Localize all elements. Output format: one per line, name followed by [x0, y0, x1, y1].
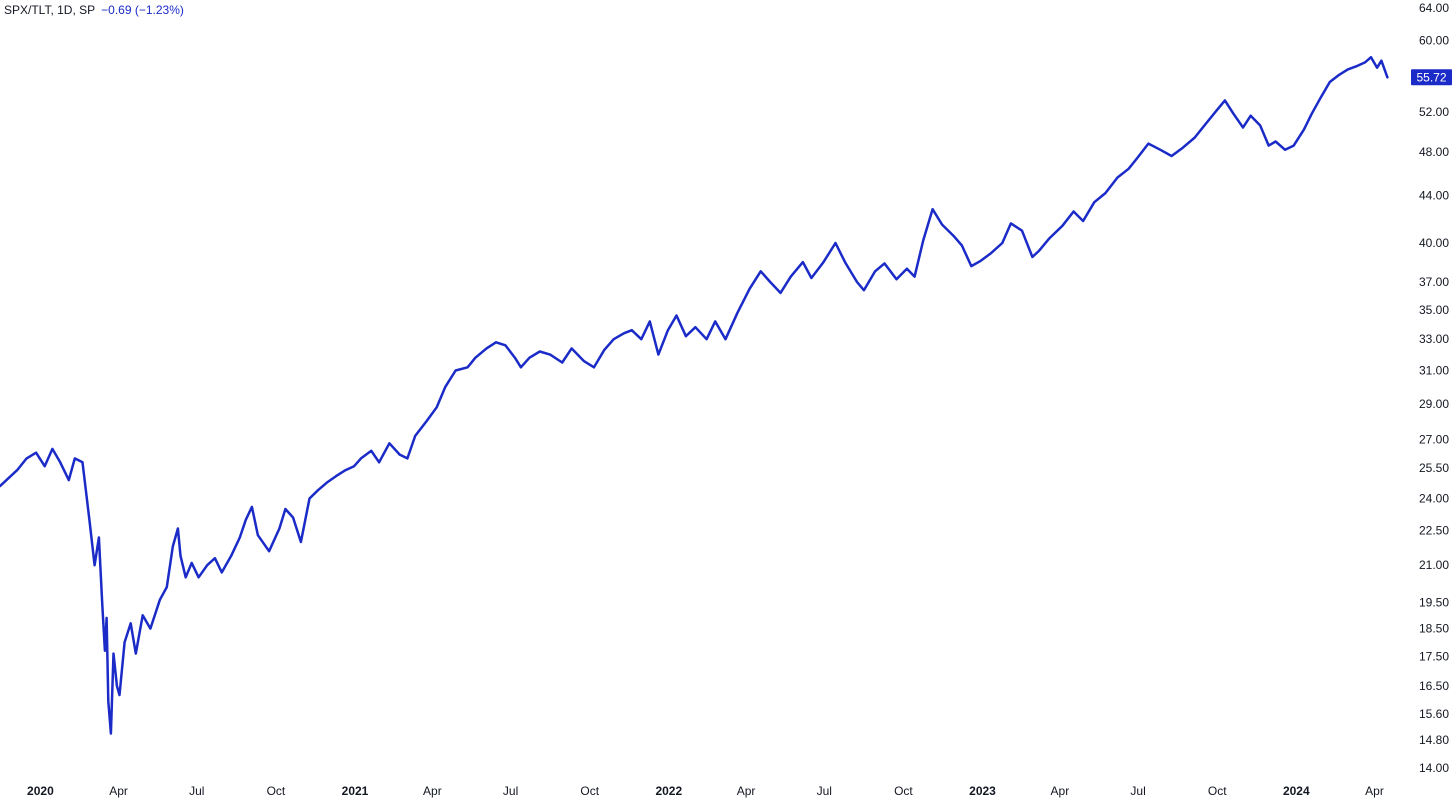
y-tick-label: 15.60 — [1419, 707, 1449, 721]
x-tick-label: Oct — [580, 784, 599, 798]
change-label: −0.69 (−1.23%) — [101, 3, 184, 17]
symbol-label: SPX/TLT, 1D, SP — [4, 3, 96, 17]
y-tick-label: 60.00 — [1419, 33, 1449, 47]
y-tick-label: 21.00 — [1419, 558, 1449, 572]
y-tick-label: 18.50 — [1419, 622, 1449, 636]
y-tick-label: 22.50 — [1419, 524, 1449, 538]
x-tick-label: 2021 — [342, 784, 369, 798]
x-tick-label: Jul — [189, 784, 204, 798]
y-tick-label: 16.50 — [1419, 679, 1449, 693]
x-tick-label: Jul — [817, 784, 832, 798]
price-axis: 64.0060.0056.0052.0048.0044.0040.0037.00… — [1411, 1, 1452, 775]
y-tick-label: 25.50 — [1419, 461, 1449, 475]
y-tick-label: 48.00 — [1419, 145, 1449, 159]
y-tick-label: 17.50 — [1419, 649, 1449, 663]
series-line-0 — [0, 55, 1389, 735]
x-tick-label: 2022 — [655, 784, 682, 798]
y-tick-label: 52.00 — [1419, 105, 1449, 119]
y-tick-label: 40.00 — [1419, 236, 1449, 250]
y-tick-label: 29.00 — [1419, 397, 1449, 411]
y-tick-label: 44.00 — [1419, 188, 1449, 202]
chart-header: SPX/TLT, 1D, SP −0.69 (−1.23%) — [4, 3, 184, 17]
x-tick-label: Apr — [1051, 784, 1070, 798]
plot-area — [0, 55, 1389, 735]
y-tick-label: 27.00 — [1419, 433, 1449, 447]
y-tick-label: 64.00 — [1419, 1, 1449, 15]
y-tick-label: 33.00 — [1419, 332, 1449, 346]
x-tick-label: 2020 — [27, 784, 54, 798]
time-axis: 2020 Apr Jul Oct 2021 Apr Jul Oct 2022 Apr Jul Oct 2… — [27, 784, 1384, 798]
x-tick-label: Apr — [109, 784, 128, 798]
x-tick-label: 2024 — [1283, 784, 1310, 798]
x-tick-label: Jul — [503, 784, 518, 798]
y-tick-label: 24.00 — [1419, 492, 1449, 506]
y-tick-label: 31.00 — [1419, 364, 1449, 378]
x-tick-label: Apr — [737, 784, 756, 798]
x-tick-label: 2023 — [969, 784, 996, 798]
x-tick-label: Oct — [1208, 784, 1227, 798]
x-tick-label: Oct — [894, 784, 913, 798]
y-tick-label: 37.00 — [1419, 275, 1449, 289]
y-tick-label: 35.00 — [1419, 303, 1449, 317]
x-tick-label: Jul — [1130, 784, 1145, 798]
x-tick-label: Apr — [1365, 784, 1384, 798]
last-value-badge — [1411, 69, 1452, 86]
y-tick-label: 14.80 — [1419, 733, 1449, 747]
y-tick-label: 14.00 — [1419, 761, 1449, 775]
x-tick-label: Apr — [423, 784, 442, 798]
last-value-label: 55.72 — [1416, 70, 1446, 84]
x-tick-label: Oct — [267, 784, 286, 798]
y-tick-label: 19.50 — [1419, 595, 1449, 609]
